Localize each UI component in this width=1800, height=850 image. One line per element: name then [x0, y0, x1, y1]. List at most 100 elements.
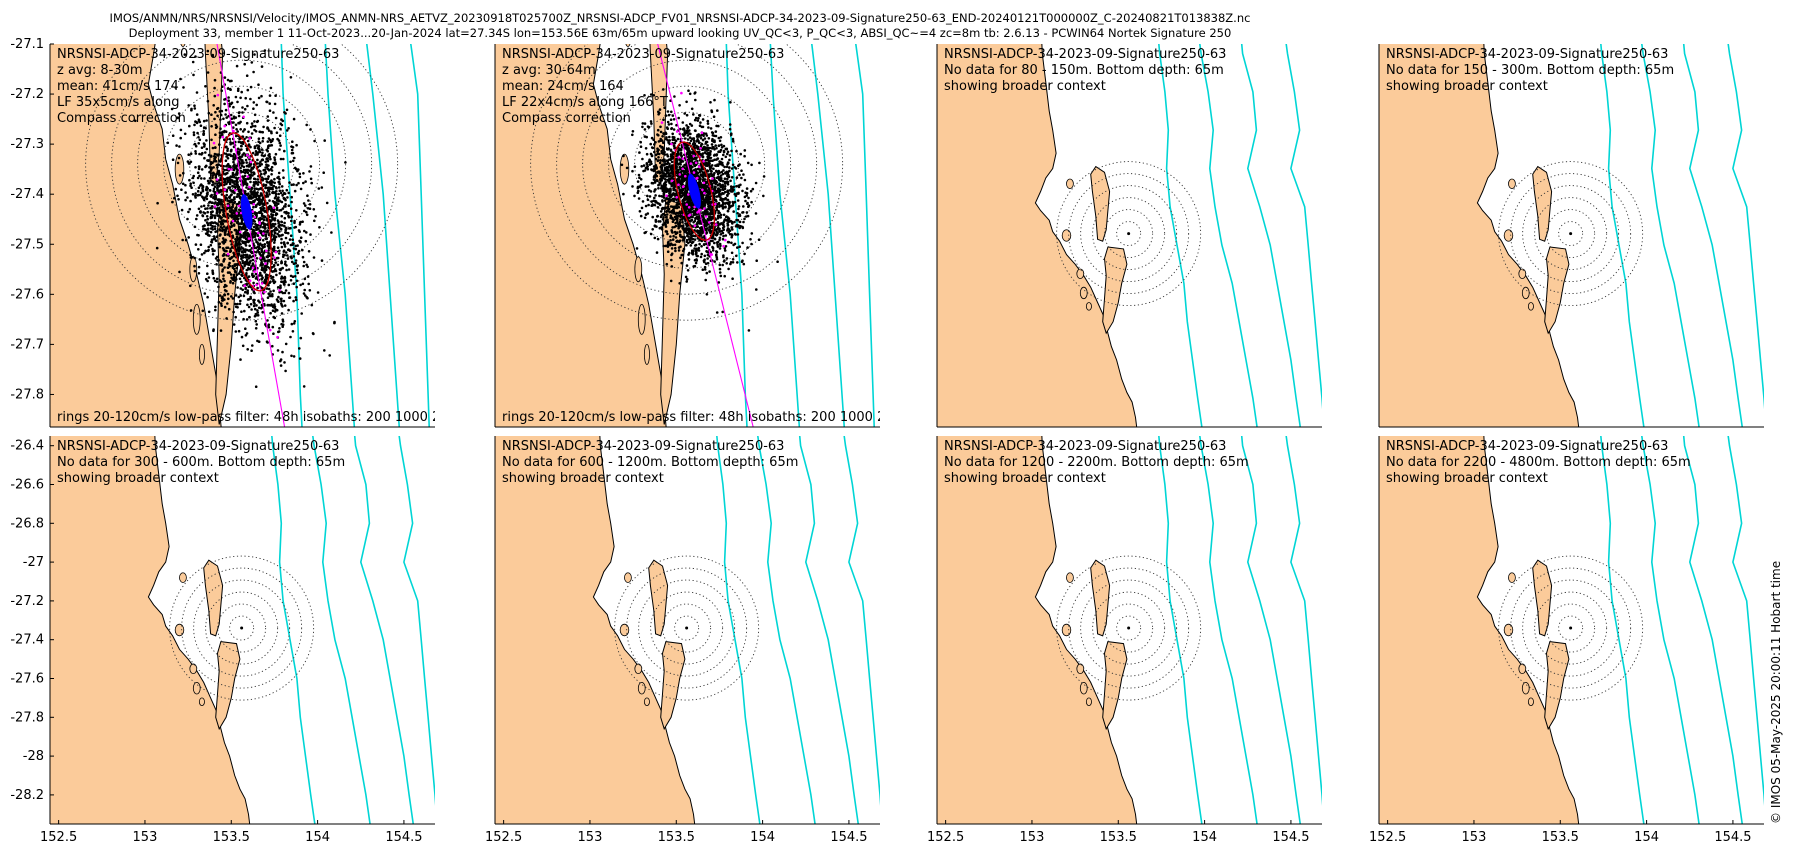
data-point: [259, 130, 263, 134]
data-point: [272, 229, 276, 232]
data-point: [699, 173, 703, 177]
data-point: [301, 220, 304, 223]
data-point: [266, 126, 269, 129]
filtered-point: [248, 156, 251, 159]
data-point: [211, 53, 215, 57]
data-point: [268, 144, 272, 147]
data-point: [683, 129, 686, 132]
data-point: [638, 210, 642, 213]
data-point: [200, 177, 203, 180]
data-point: [251, 344, 254, 347]
data-point: [717, 144, 721, 148]
data-point: [689, 236, 693, 239]
filtered-point: [231, 219, 235, 223]
data-point: [244, 248, 247, 251]
data-point: [230, 175, 234, 179]
data-point: [716, 157, 720, 160]
data-point: [660, 163, 664, 167]
data-point: [212, 104, 215, 107]
data-point: [260, 172, 263, 176]
data-point: [211, 247, 214, 251]
data-point: [281, 350, 284, 354]
small-island: [180, 44, 186, 47]
data-point: [640, 206, 644, 210]
data-point: [293, 226, 296, 229]
data-point: [217, 172, 221, 175]
data-point: [279, 364, 283, 367]
data-point: [226, 171, 229, 175]
data-point: [233, 269, 237, 273]
data-point: [166, 141, 170, 145]
data-point: [703, 223, 706, 227]
data-point: [299, 187, 303, 191]
data-point: [211, 183, 214, 187]
filtered-point: [239, 230, 242, 234]
data-point: [175, 144, 178, 147]
data-point: [250, 255, 253, 259]
data-point: [280, 261, 284, 265]
data-point: [261, 243, 264, 247]
data-point: [207, 245, 210, 249]
data-point: [689, 139, 693, 143]
data-point: [228, 137, 231, 141]
data-point: [277, 295, 280, 299]
data-point: [717, 187, 720, 190]
y-tick-label: -27.3: [10, 137, 44, 152]
data-point: [278, 290, 281, 294]
data-point: [225, 193, 228, 197]
data-point: [189, 199, 192, 203]
filtered-point: [263, 290, 266, 294]
data-point: [641, 122, 645, 125]
data-point: [206, 232, 209, 236]
data-point: [708, 201, 712, 204]
data-point: [728, 189, 732, 192]
data-point: [263, 259, 267, 263]
data-point: [269, 304, 273, 307]
data-point: [239, 299, 242, 303]
data-point: [272, 184, 276, 188]
data-point: [192, 174, 195, 178]
data-point: [646, 185, 650, 188]
data-point: [251, 288, 254, 291]
data-point: [233, 166, 237, 170]
data-point: [678, 233, 682, 236]
data-point: [683, 197, 686, 201]
data-point: [238, 226, 241, 230]
filtered-point: [226, 252, 230, 256]
data-point: [646, 125, 650, 128]
data-point: [726, 240, 730, 244]
data-point: [680, 253, 683, 257]
data-point: [255, 192, 259, 196]
data-point: [181, 182, 185, 186]
data-point: [224, 108, 228, 112]
data-point: [655, 174, 659, 178]
data-point: [671, 184, 675, 187]
filtered-point: [278, 288, 281, 292]
data-point: [240, 257, 243, 261]
data-point: [679, 151, 683, 155]
data-point: [218, 294, 222, 297]
data-point: [671, 175, 675, 178]
panel-info-line: mean: 41cm/s 174: [57, 79, 179, 94]
data-point: [222, 252, 226, 256]
data-point: [695, 135, 699, 138]
data-point: [719, 136, 723, 139]
data-point: [677, 162, 681, 165]
data-point: [196, 131, 199, 135]
data-point: [266, 119, 270, 122]
filtered-point: [242, 115, 245, 119]
data-point: [620, 163, 624, 167]
data-point: [293, 156, 296, 160]
data-point: [252, 177, 256, 181]
data-point: [256, 311, 260, 314]
data-point: [284, 369, 287, 373]
filtered-point: [255, 283, 258, 287]
data-point: [641, 157, 644, 161]
data-point: [183, 53, 187, 56]
data-point: [214, 257, 218, 260]
data-point: [739, 152, 742, 156]
data-point: [249, 250, 253, 253]
data-point: [305, 210, 308, 214]
data-point: [226, 87, 230, 90]
data-point: [282, 249, 286, 252]
